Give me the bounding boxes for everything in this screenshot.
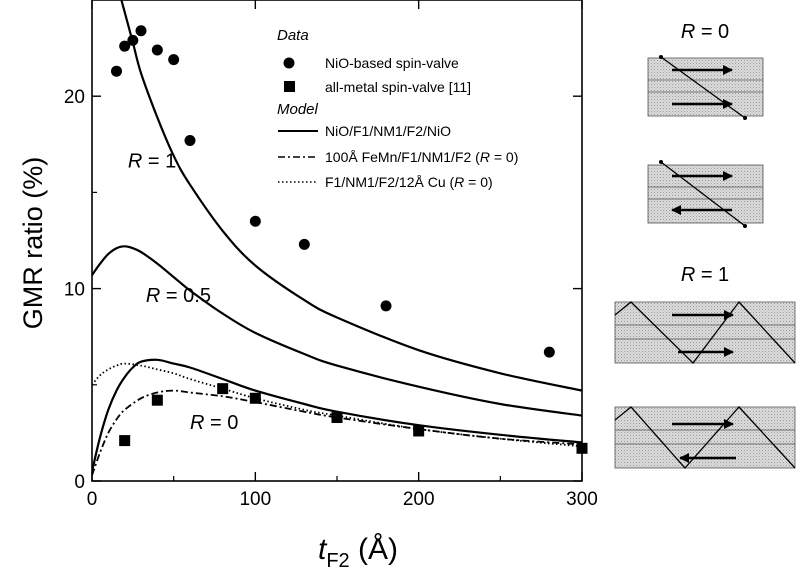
x-tick-label: 100 [239,489,271,510]
data-point-circle [168,54,180,66]
schematic-r0-parallel [647,55,764,120]
legend-square-marker [284,81,295,92]
y-tick-label: 0 [74,472,85,493]
data-point-circle [127,34,139,46]
legend-circle-marker [283,57,295,69]
x-tick-label: 300 [566,489,598,510]
legend-data-heading: Data [277,27,309,44]
data-point-square [576,442,588,454]
axis-ticks [91,0,583,482]
series-line [92,245,582,417]
schematic-label-r1: R = 1 [681,264,729,286]
data-point-square [249,392,261,404]
data-point-circle [184,134,196,146]
legend-entry-allmetal: all-metal spin-valve [11] [325,79,471,95]
data-point-square [331,412,343,424]
schematic-r1-parallel [614,300,796,364]
data-point-circle [298,238,310,250]
model-curves [92,0,582,476]
series-line [120,0,582,392]
data-point-circle [249,215,261,227]
x-tick-label: 200 [403,489,435,510]
data-point-circle [543,346,555,358]
data-point-square [217,383,229,395]
y-tick-label: 20 [64,87,85,108]
data-points [111,25,588,454]
series-line [92,358,582,472]
data-point-circle [111,65,122,77]
data-point-circle [151,44,163,56]
x-axis-label-unit: (Å) [350,533,398,566]
data-point-square [413,425,425,437]
schematic-r1-antiparallel [614,406,796,469]
x-tick-label: 0 [87,489,98,510]
plot-frame [91,0,583,482]
legend-model-heading: Model [277,101,319,118]
legend-entry-nio: NiO-based spin-valve [325,55,459,71]
data-point-circle [380,300,392,312]
data-point-square [151,394,163,406]
curve-annotations: R = 1 R = 0.5 R = 0 [128,150,238,434]
series-line [92,389,582,476]
schematic-r0-antiparallel [647,160,764,228]
data-point-circle [119,40,131,52]
legend-entry-dashdot: 100Å FeMn/F1/NM1/F2 (R = 0) [325,149,518,165]
x-axis-label-sub: F2 [326,550,349,572]
legend-entry-solid: NiO/F1/NM1/F2/NiO [325,123,451,139]
legend: Data NiO-based spin-valve all-metal spin… [277,27,518,190]
schematic-label-r0: R = 0 [681,21,729,43]
x-axis-label-main: t [318,533,328,566]
axis-tick-labels: 0 100 200 300 0 10 20 [64,87,598,510]
data-point-circle [135,25,147,37]
y-axis-label: GMR ratio (%) [18,157,48,330]
x-axis-label: tF2 (Å) [318,533,398,572]
series-line [92,362,582,448]
data-point-square [119,435,131,447]
curve-annotation: R = 0.5 [146,285,211,307]
y-tick-label: 10 [64,280,85,301]
legend-entry-dotted: F1/NM1/F2/12Å Cu (R = 0) [325,174,493,190]
curve-annotation: R = 0 [190,412,238,434]
schematic-panel: R = 0 R = 1 [614,21,796,469]
curve-annotation: R = 1 [128,150,176,172]
